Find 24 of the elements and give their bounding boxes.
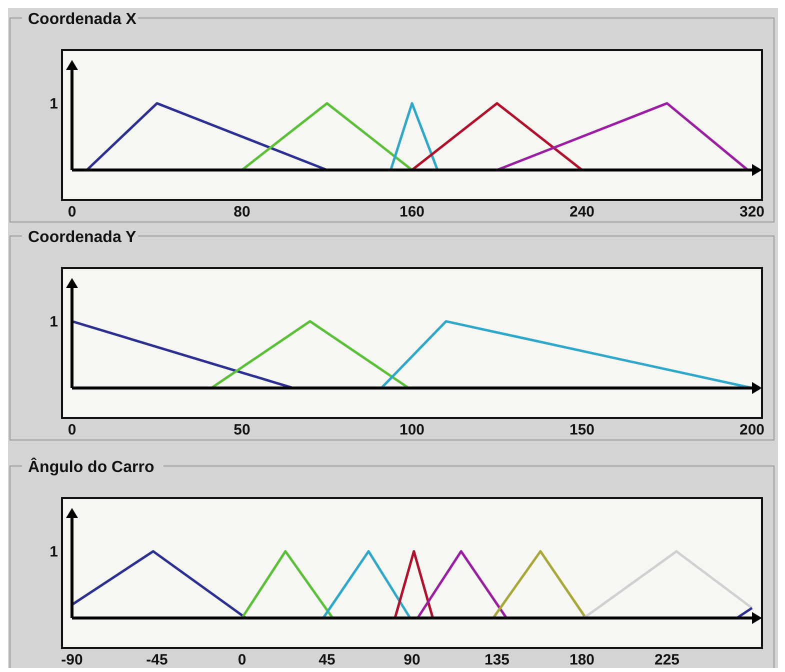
chart-title: Ângulo do Carro — [28, 457, 154, 476]
chart-title: Coordenada X — [28, 11, 137, 28]
x-tick-label: -90 — [61, 652, 83, 669]
x-tick-label: 50 — [234, 422, 250, 439]
chart-title: Coordenada Y — [28, 229, 136, 246]
x-tick-label: 135 — [484, 652, 510, 669]
x-tick-label: 100 — [399, 422, 425, 439]
x-tick-label: 200 — [739, 422, 765, 439]
x-tick-label: 320 — [739, 204, 765, 221]
x-tick-label: 0 — [68, 204, 76, 221]
x-tick-label: 225 — [654, 652, 680, 669]
x-tick-label: 160 — [399, 204, 425, 221]
text: 1 — [50, 96, 58, 113]
x-tick-label: 0 — [238, 652, 246, 669]
text: 1 — [50, 544, 58, 561]
x-tick-label: 80 — [234, 204, 250, 221]
x-tick-label: 180 — [569, 652, 595, 669]
text: 1 — [50, 314, 58, 331]
x-tick-label: 90 — [404, 652, 420, 669]
x-tick-label: 0 — [68, 422, 76, 439]
x-tick-label: 150 — [569, 422, 595, 439]
x-tick-label: 45 — [318, 652, 336, 669]
x-tick-label: 240 — [569, 204, 595, 221]
x-tick-label: -45 — [146, 652, 168, 669]
